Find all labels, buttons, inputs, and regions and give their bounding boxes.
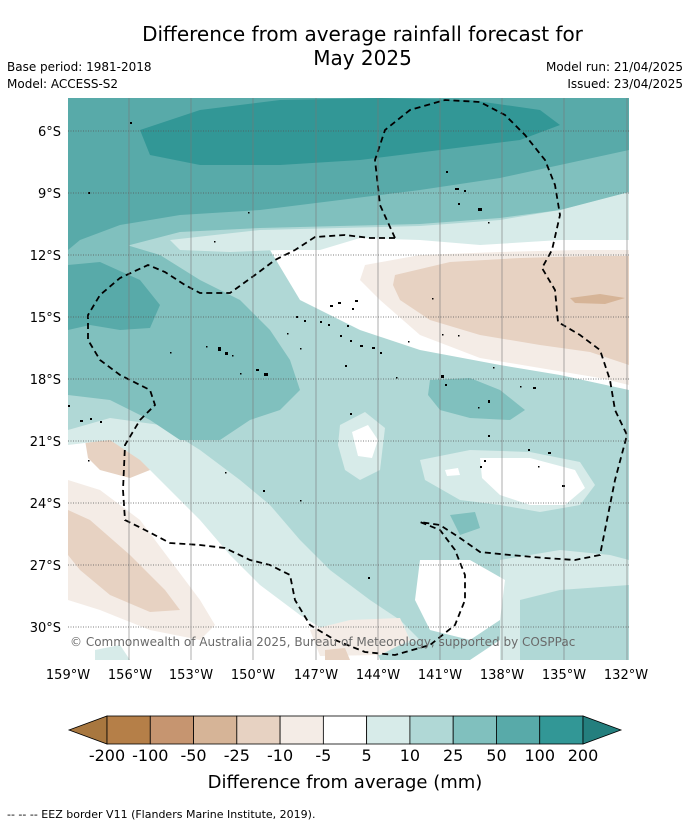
colorbar-tick-label: 200 (568, 746, 599, 765)
longitude-labels: 159°W 156°W 153°W 150°W 147°W 144°W 141°… (46, 668, 648, 683)
lon-label: 147°W (294, 668, 338, 683)
lon-label: 132°W (604, 668, 648, 683)
lon-label: 144°W (356, 668, 400, 683)
lat-label: 30°S (30, 621, 61, 636)
rainfall-map (68, 98, 629, 660)
colorbar-swatch (106, 715, 151, 745)
anomaly-region-drier-south (325, 648, 350, 660)
colorbar-tick-label: 5 (362, 746, 372, 765)
colorbar-swatch (236, 715, 281, 745)
anomaly-region-teal-small (450, 512, 480, 535)
colorbar-extend-low (67, 715, 108, 745)
lon-label: 135°W (542, 668, 586, 683)
colorbar-tick-label: -10 (267, 746, 293, 765)
anomaly-region-pale-teal-corner (95, 645, 130, 660)
colorbar: -200 -100 -50 -25 -10 -5 5 10 25 50 100 200 Differe… (67, 715, 623, 793)
lon-label: 153°W (169, 668, 213, 683)
anomaly-region-teal-west (68, 262, 160, 330)
anomaly-region-drier-east (393, 256, 629, 365)
colorbar-swatch (539, 715, 584, 745)
model-run-text: Model run: 21/04/2025 (545, 60, 683, 74)
lat-label: 12°S (30, 249, 61, 264)
anomaly-region-pale-teal-north (170, 192, 629, 252)
title-line-2: May 2025 (313, 46, 412, 70)
colorbar-tick-label: -50 (180, 746, 206, 765)
map-gridlines (68, 130, 629, 628)
anomaly-region-dry-south (310, 618, 410, 656)
colorbar-tick-label: -200 (89, 746, 125, 765)
latitude-labels: 6°S 9°S 12°S 15°S 18°S 21°S 24°S 27°S 30… (30, 125, 61, 636)
meta-left: Base period: 1981-2018 Model: ACCESS-S2 (7, 59, 152, 93)
island-markers (68, 122, 565, 579)
lat-label: 21°S (30, 435, 61, 450)
anomaly-region-neutral-far-south (415, 560, 505, 640)
lon-label: 156°W (108, 668, 152, 683)
issued-text: Issued: 23/04/2025 (567, 77, 683, 91)
anomaly-region-teal-central (428, 378, 525, 420)
map-title: Difference from average rainfall forecas… (0, 22, 690, 70)
lon-label: 138°W (480, 668, 524, 683)
colorbar-swatch (409, 715, 454, 745)
colorbar-tick-label: -5 (315, 746, 331, 765)
base-period-text: Base period: 1981-2018 (7, 60, 152, 74)
colorbar-title: Difference from average (mm) (208, 772, 483, 793)
colorbar-tick-label: -25 (224, 746, 250, 765)
colorbar-swatch (366, 715, 411, 745)
eez-legend-note: -- -- -- EEZ border V11 (Flanders Marine… (7, 808, 316, 821)
anomaly-region-dry-west (85, 432, 150, 478)
copyright-notice: © Commonwealth of Australia 2025, Bureau… (70, 635, 575, 649)
colorbar-swatches (67, 715, 623, 745)
title-line-1: Difference from average rainfall forecas… (142, 22, 583, 46)
colorbar-tick-label: 100 (524, 746, 555, 765)
anomaly-region-neutral-south-central (352, 425, 378, 458)
lat-label: 9°S (38, 187, 61, 202)
anomaly-region-neutral-patch (445, 468, 460, 476)
lat-label: 15°S (30, 311, 61, 326)
lat-label: 24°S (30, 497, 61, 512)
anomaly-region-drier-sw (68, 510, 180, 612)
colorbar-tick-label: 50 (486, 746, 506, 765)
lon-label: 150°W (231, 668, 275, 683)
colorbar-tick-label: -100 (132, 746, 168, 765)
model-text: Model: ACCESS-S2 (7, 77, 119, 91)
colorbar-tick-labels: -200 -100 -50 -25 -10 -5 5 10 25 50 100 200 (89, 746, 598, 765)
anomaly-region-dry-sw (68, 480, 215, 640)
meta-right: Model run: 21/04/2025 Issued: 23/04/2025 (546, 59, 683, 93)
lon-label: 141°W (418, 668, 462, 683)
map-meridians (128, 98, 628, 660)
anomaly-region-dark-teal-north (140, 98, 560, 165)
anomaly-region-driest-east (570, 294, 625, 304)
colorbar-swatch (279, 715, 324, 745)
colorbar-swatch (149, 715, 194, 745)
lat-label: 18°S (30, 373, 61, 388)
lat-label: 6°S (38, 125, 61, 140)
colorbar-tick-label: 25 (443, 746, 463, 765)
lon-label: 159°W (46, 668, 90, 683)
anomaly-region-light-teal-far-south (520, 585, 629, 660)
colorbar-swatch (193, 715, 238, 745)
anomaly-region-neutral-southeast (480, 458, 585, 505)
lat-label: 27°S (30, 559, 61, 574)
colorbar-swatch (322, 715, 368, 745)
colorbar-swatch (496, 715, 541, 745)
colorbar-tick-label: 10 (400, 746, 420, 765)
anomaly-region-pale-teal-sw (68, 418, 420, 650)
colorbar-extend-high (582, 715, 623, 745)
colorbar-swatch (452, 715, 497, 745)
eez-border (87, 99, 628, 656)
